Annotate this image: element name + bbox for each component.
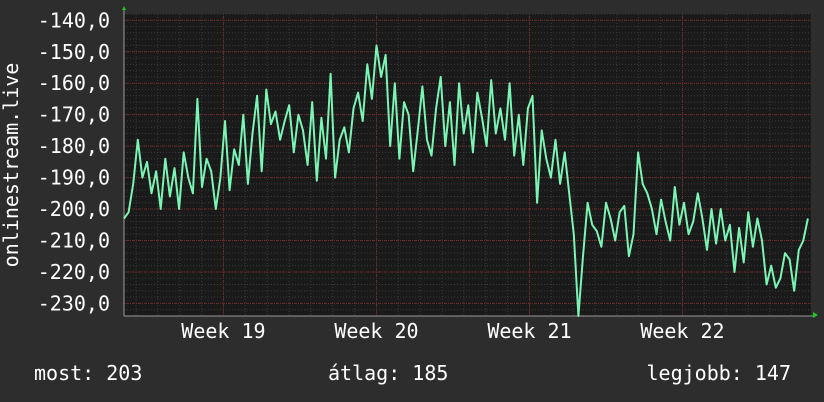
axes bbox=[123, 10, 814, 317]
series-line bbox=[123, 44, 809, 317]
y-tick-label: -220,0 bbox=[38, 260, 110, 284]
y-tick-labels: -140,0 -150,0 -160,0 -170,0 -180,0 -190,0 -200… bbox=[38, 8, 110, 315]
x-axis-arrow bbox=[813, 312, 818, 318]
y-axis-arrow bbox=[122, 6, 126, 10]
y-tick-label: -150,0 bbox=[38, 40, 110, 64]
y-tick-label: -230,0 bbox=[38, 291, 110, 315]
y-tick-label: -190,0 bbox=[38, 166, 110, 190]
stat-current: most: 203 bbox=[34, 361, 143, 385]
y-tick-label: -180,0 bbox=[38, 134, 110, 158]
stat-best: legjobb: 147 bbox=[646, 361, 792, 385]
y-axis-label: onlinestream.live bbox=[0, 63, 23, 268]
y-tick-label: -210,0 bbox=[38, 229, 110, 253]
x-tick-label: Week 19 bbox=[181, 319, 265, 343]
y-tick-label: -160,0 bbox=[38, 71, 110, 95]
y-tick-label: -140,0 bbox=[38, 8, 110, 32]
stat-average: átlag: 185 bbox=[328, 361, 449, 385]
x-tick-label: Week 20 bbox=[334, 319, 418, 343]
x-tick-labels: Week 19 Week 20 Week 21 Week 22 bbox=[181, 319, 724, 343]
y-tick-label: -200,0 bbox=[38, 197, 110, 221]
x-tick-label: Week 22 bbox=[640, 319, 724, 343]
y-tick-label: -170,0 bbox=[38, 103, 110, 127]
x-tick-label: Week 21 bbox=[487, 319, 571, 343]
legend-stats: most: 203 átlag: 185 legjobb: 147 bbox=[0, 361, 824, 389]
